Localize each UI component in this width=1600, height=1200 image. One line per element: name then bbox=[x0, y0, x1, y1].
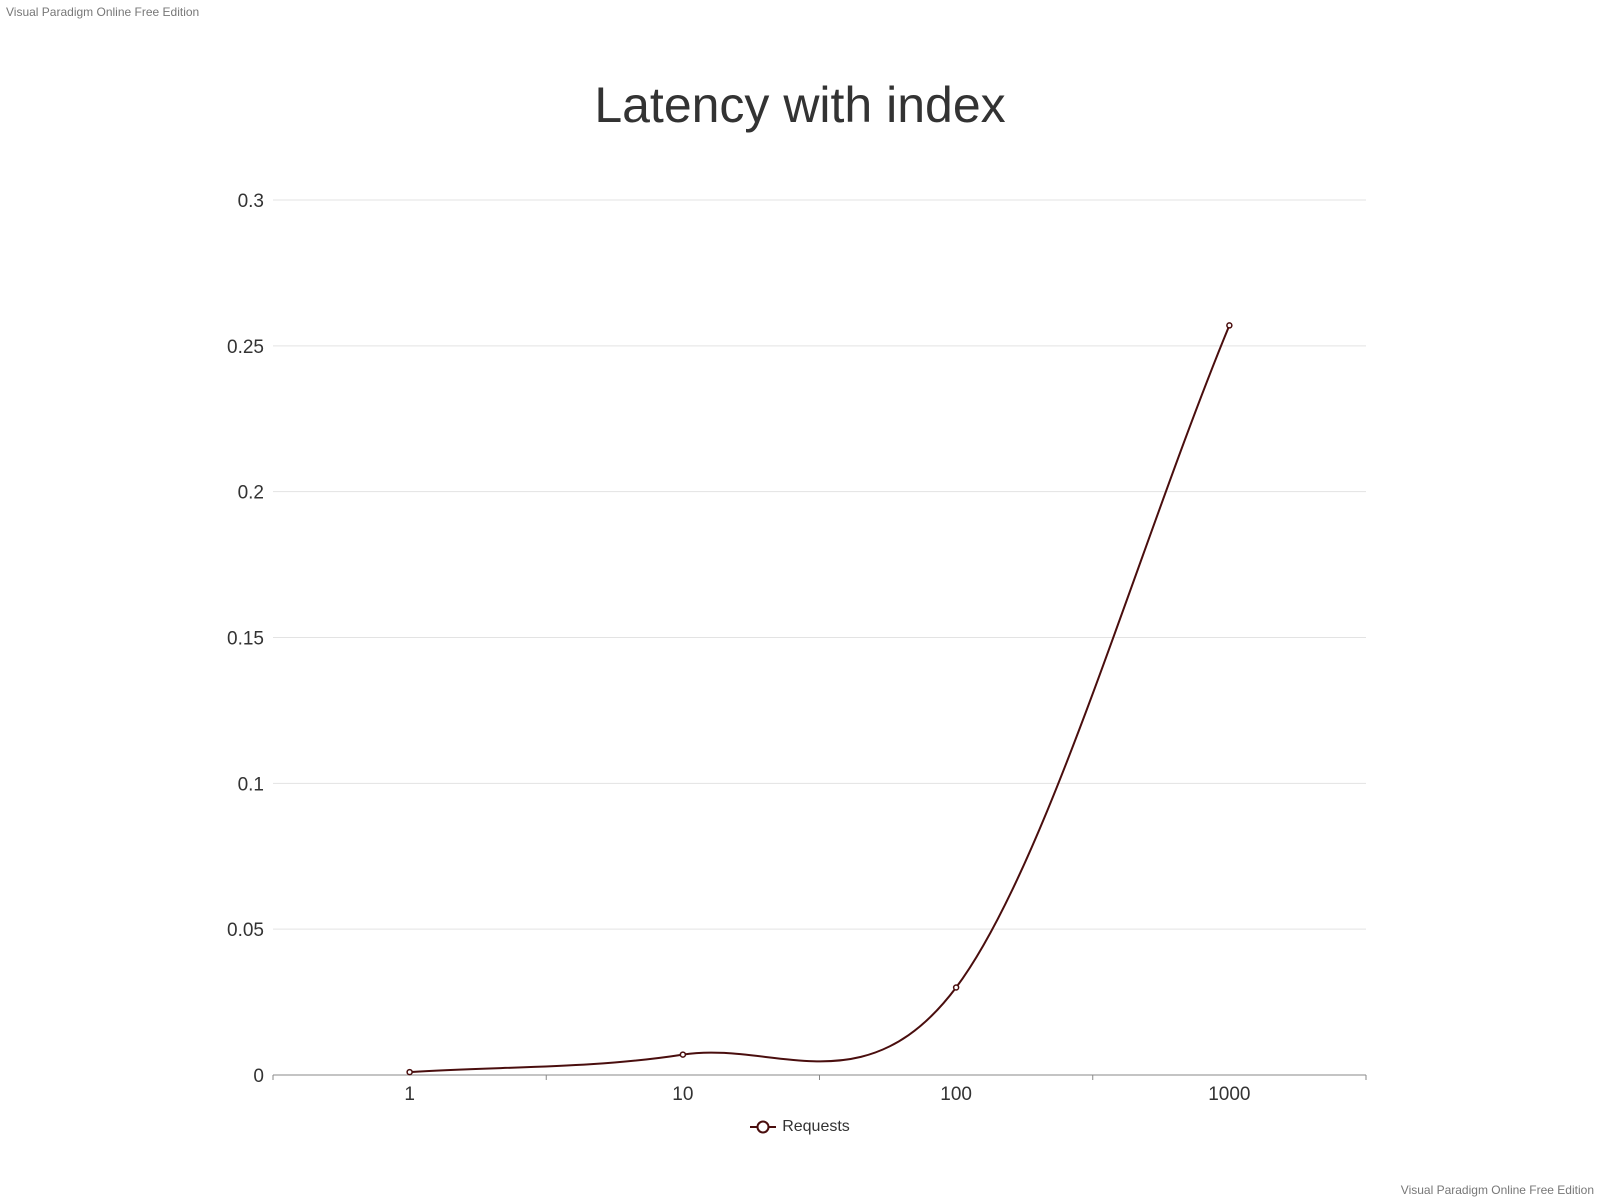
series-requests bbox=[406, 322, 1233, 1076]
legend-label: Requests bbox=[782, 1118, 850, 1135]
y-tick-label: 0.1 bbox=[238, 774, 264, 795]
gridlines bbox=[273, 199, 1366, 930]
data-point[interactable] bbox=[406, 1068, 413, 1076]
y-tick-label: 0.3 bbox=[238, 191, 264, 212]
chart-title: Latency with index bbox=[594, 77, 1006, 133]
y-axis-tick-labels: 0 0.05 0.1 0.15 0.2 0.25 0.3 bbox=[227, 191, 264, 1087]
x-tick-label: 10 bbox=[672, 1084, 693, 1105]
legend-item-requests[interactable]: Requests bbox=[750, 1118, 850, 1136]
watermark-bottom: Visual Paradigm Online Free Edition bbox=[1400, 1183, 1594, 1197]
watermark-top: Visual Paradigm Online Free Edition bbox=[6, 5, 200, 19]
y-tick-label: 0.15 bbox=[227, 629, 264, 650]
x-tick-label: 1000 bbox=[1208, 1084, 1250, 1105]
data-point[interactable] bbox=[679, 1051, 687, 1058]
x-tick-label: 1 bbox=[404, 1084, 415, 1105]
x-tick-label: 100 bbox=[940, 1084, 972, 1105]
legend-line-marker-icon bbox=[750, 1120, 777, 1134]
data-point[interactable] bbox=[1226, 322, 1233, 329]
series-line bbox=[409, 325, 1231, 1074]
y-tick-label: 0.2 bbox=[238, 483, 264, 504]
x-axis bbox=[272, 1074, 1367, 1080]
y-tick-label: 0.05 bbox=[227, 920, 264, 941]
y-tick-label: 0.25 bbox=[227, 337, 264, 358]
x-axis-tick-labels: 1 10 100 1000 bbox=[404, 1084, 1250, 1105]
data-point[interactable] bbox=[952, 984, 960, 991]
y-tick-label: 0 bbox=[253, 1066, 264, 1087]
legend: Requests bbox=[0, 1118, 1600, 1136]
